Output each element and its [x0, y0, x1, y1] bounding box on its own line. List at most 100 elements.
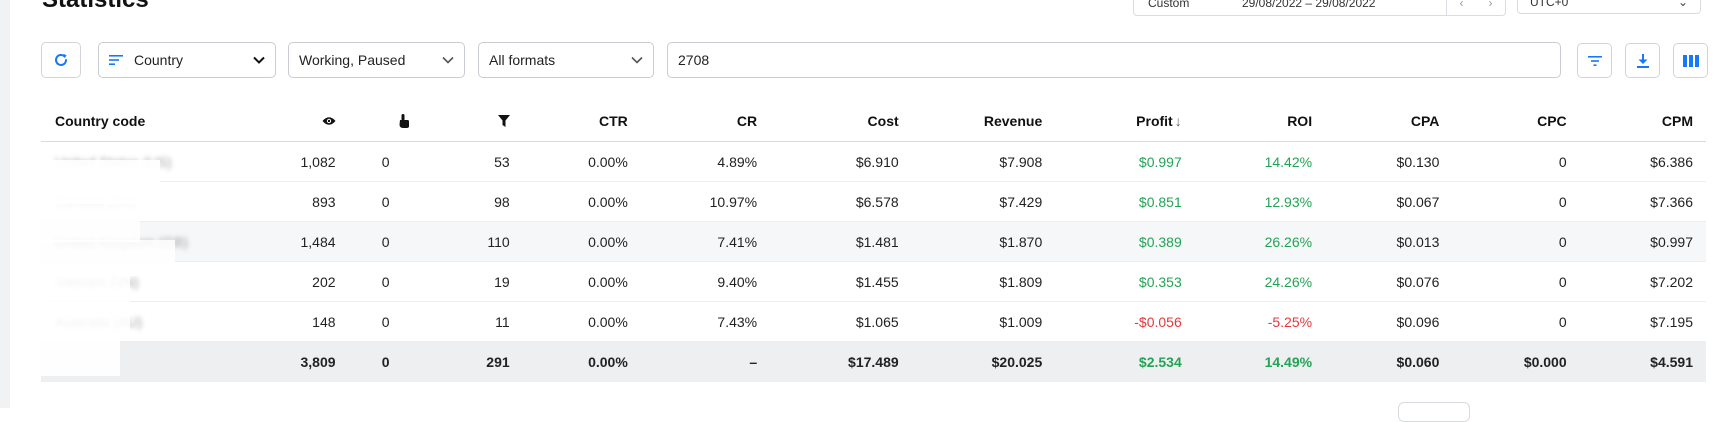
cell-profit: $0.389 — [1055, 221, 1195, 262]
table-row[interactable]: Canada (CA) 893 0 98 0.00% 10.97% $6.578… — [41, 181, 1706, 222]
cell-cpm: $7.366 — [1579, 181, 1706, 222]
redaction-mask — [10, 240, 175, 276]
cell-conversions: 19 — [422, 261, 523, 302]
date-range-label: 29/08/2022 – 29/08/2022 — [1242, 0, 1376, 10]
cell-revenue: $7.429 — [911, 181, 1056, 222]
columns-button[interactable] — [1673, 43, 1708, 78]
total-conversions: 291 — [422, 341, 523, 382]
group-by-select[interactable]: Country — [98, 42, 276, 78]
filter-button[interactable] — [1577, 43, 1612, 78]
date-nav: ‹ › — [1446, 0, 1505, 15]
cell-profit: -$0.056 — [1055, 301, 1195, 342]
header-roi[interactable]: ROI — [1194, 100, 1326, 142]
redaction-mask — [10, 276, 130, 340]
cell-cr: 7.41% — [640, 221, 771, 262]
cell-cpm: $7.202 — [1579, 261, 1706, 302]
cell-cost: $1.455 — [770, 261, 912, 302]
pagination-control[interactable] — [1398, 402, 1470, 422]
cell-conversions: 53 — [422, 141, 523, 182]
cell-ctr: 0.00% — [522, 221, 641, 262]
total-cr: – — [640, 341, 771, 382]
chevron-left-icon[interactable]: ‹ — [1459, 0, 1464, 10]
total-roi: 14.49% — [1194, 341, 1326, 382]
filter-icon — [497, 114, 510, 127]
cell-conversions: 98 — [422, 181, 523, 222]
cell-cpc: 0 — [1452, 301, 1580, 342]
status-label: Working, Paused — [299, 52, 406, 68]
sort-lines-icon — [109, 55, 123, 65]
cell-cpa: $0.130 — [1325, 141, 1453, 182]
group-by-label: Country — [134, 52, 184, 68]
table-row[interactable]: United Kingdom (GB) 1,484 0 110 0.00% 7.… — [41, 221, 1706, 262]
cell-cpc: 0 — [1452, 221, 1580, 262]
header-cpa[interactable]: CPA — [1325, 100, 1453, 142]
table-row[interactable]: Australia (AU) 148 0 11 0.00% 7.43% $1.0… — [41, 301, 1706, 342]
cell-impressions: 148 — [235, 301, 349, 342]
cell-cpa: $0.096 — [1325, 301, 1453, 342]
totals-row: 3,809 0 291 0.00% – $17.489 $20.025 $2.5… — [41, 341, 1706, 382]
left-edge-strip — [0, 0, 10, 408]
total-cost: $17.489 — [770, 341, 912, 382]
download-button[interactable] — [1625, 43, 1660, 78]
table-header-row: Country code CTR CR Cost — [41, 100, 1706, 142]
total-cpm: $4.591 — [1579, 341, 1706, 382]
chevron-right-icon[interactable]: › — [1488, 0, 1493, 10]
timezone-select[interactable]: UTC+0 ⌄ — [1517, 0, 1701, 14]
header-revenue[interactable]: Revenue — [911, 100, 1056, 142]
cell-clicks: 0 — [348, 261, 423, 302]
date-range-picker[interactable]: Custom 29/08/2022 – 29/08/2022 ‹ › — [1133, 0, 1506, 16]
cell-revenue: $1.870 — [911, 221, 1056, 262]
cell-impressions: 202 — [235, 261, 349, 302]
total-cpc: $0.000 — [1452, 341, 1580, 382]
cell-profit: $0.353 — [1055, 261, 1195, 302]
redaction-mask — [10, 160, 160, 204]
header-cost[interactable]: Cost — [770, 100, 912, 142]
cell-clicks: 0 — [348, 181, 423, 222]
page-title: Statistics — [42, 0, 149, 14]
cell-cost: $6.578 — [770, 181, 912, 222]
chevron-down-icon: ⌄ — [1677, 0, 1688, 9]
columns-icon — [1682, 54, 1699, 67]
table-row[interactable]: United States (US) 1,082 0 53 0.00% 4.89… — [41, 141, 1706, 182]
table-row[interactable]: Vietnam (VN) 202 0 19 0.00% 9.40% $1.455… — [41, 261, 1706, 302]
cell-cpa: $0.013 — [1325, 221, 1453, 262]
total-profit: $2.534 — [1055, 341, 1195, 382]
cell-profit: $0.851 — [1055, 181, 1195, 222]
cell-cr: 4.89% — [640, 141, 771, 182]
cell-ctr: 0.00% — [522, 301, 641, 342]
header-country[interactable]: Country code — [41, 100, 236, 142]
cell-roi: 24.26% — [1194, 261, 1326, 302]
status-select[interactable]: Working, Paused — [288, 42, 465, 78]
header-cr[interactable]: CR — [640, 100, 771, 142]
header-impressions[interactable] — [235, 100, 349, 142]
header-cpm[interactable]: CPM — [1579, 100, 1706, 142]
cell-conversions: 110 — [422, 221, 523, 262]
header-clicks[interactable] — [348, 100, 423, 142]
total-clicks: 0 — [348, 341, 423, 382]
header-profit[interactable]: Profit ↓ — [1055, 100, 1195, 142]
refresh-button[interactable] — [41, 42, 81, 78]
cell-roi: 26.26% — [1194, 221, 1326, 262]
cell-roi: -5.25% — [1194, 301, 1326, 342]
search-input[interactable] — [667, 42, 1561, 78]
refresh-icon — [55, 53, 67, 66]
cell-cpa: $0.076 — [1325, 261, 1453, 302]
cell-cpm: $6.386 — [1579, 141, 1706, 182]
formats-label: All formats — [489, 52, 556, 68]
sort-desc-icon: ↓ — [1174, 112, 1182, 129]
header-cpc[interactable]: CPC — [1452, 100, 1580, 142]
total-revenue: $20.025 — [911, 341, 1056, 382]
formats-select[interactable]: All formats — [478, 42, 654, 78]
statistics-table: Country code CTR CR Cost — [41, 100, 1706, 382]
cell-cpm: $7.195 — [1579, 301, 1706, 342]
cell-revenue: $1.809 — [911, 261, 1056, 302]
click-icon — [399, 113, 409, 128]
header-ctr[interactable]: CTR — [522, 100, 641, 142]
cell-cpm: $0.997 — [1579, 221, 1706, 262]
cell-profit: $0.997 — [1055, 141, 1195, 182]
total-ctr: 0.00% — [522, 341, 641, 382]
cell-cpc: 0 — [1452, 181, 1580, 222]
cell-ctr: 0.00% — [522, 181, 641, 222]
header-conversions[interactable] — [422, 100, 523, 142]
total-cpa: $0.060 — [1325, 341, 1453, 382]
